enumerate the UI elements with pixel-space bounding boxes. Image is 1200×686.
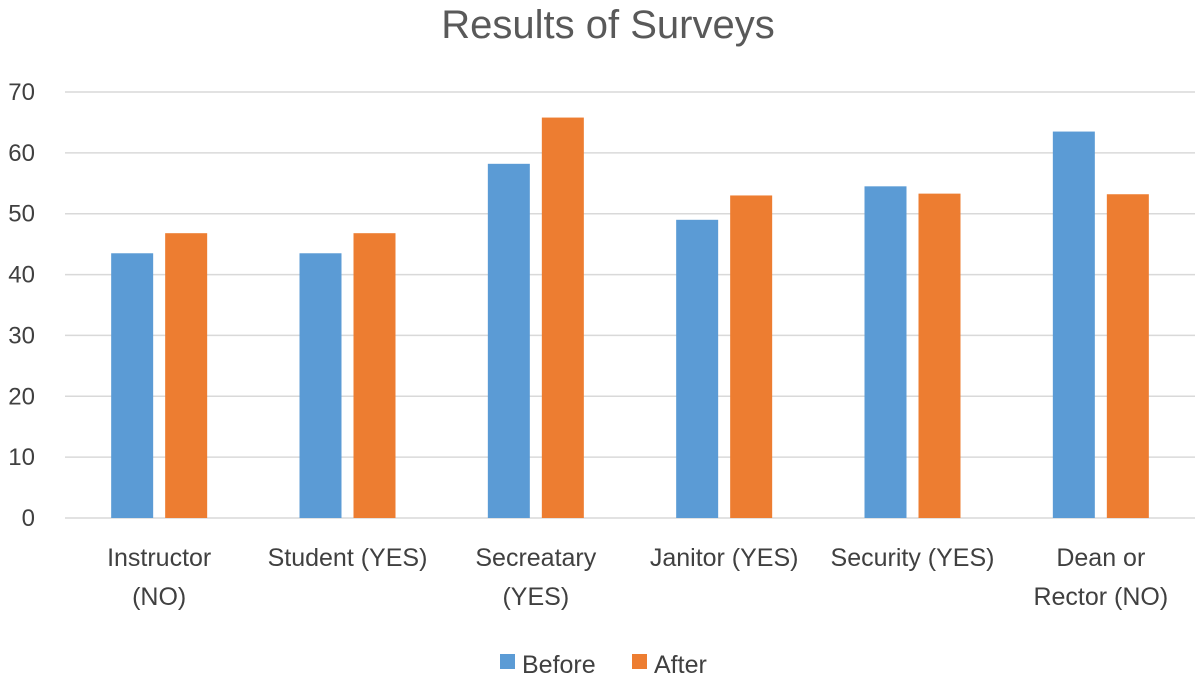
x-category-label: Dean or xyxy=(1056,544,1145,572)
y-tick-label: 0 xyxy=(22,505,35,532)
x-axis-categories: Instructor (NO) Student (YES) Secreatary (YE… xyxy=(107,544,1168,611)
bar-before-1 xyxy=(299,253,342,518)
y-axis-ticks: 0 10 20 30 40 50 60 70 xyxy=(8,79,35,532)
x-category-label: Student (YES) xyxy=(268,544,428,572)
y-tick-label: 10 xyxy=(8,444,35,471)
bar-after-3 xyxy=(730,195,773,518)
x-category-label: (NO) xyxy=(132,583,186,611)
x-category-label: Security (YES) xyxy=(831,544,995,572)
x-category-label: (YES) xyxy=(502,583,569,611)
y-tick-label: 40 xyxy=(8,262,35,289)
y-tick-label: 20 xyxy=(8,383,35,410)
y-tick-label: 30 xyxy=(8,322,35,349)
bar-after-5 xyxy=(1106,194,1149,519)
y-tick-label: 70 xyxy=(8,79,35,106)
bar-after-4 xyxy=(918,193,961,519)
bar-before-3 xyxy=(676,219,719,519)
legend-label-before: Before xyxy=(522,651,596,679)
legend-label-after: After xyxy=(654,651,707,679)
legend-swatch-before xyxy=(500,654,515,669)
bar-before-2 xyxy=(487,163,530,518)
y-tick-label: 60 xyxy=(8,140,35,167)
bar-before-4 xyxy=(864,186,907,519)
x-category-label: Rector (NO) xyxy=(1033,583,1168,611)
y-tick-label: 50 xyxy=(8,201,35,228)
bars xyxy=(111,117,1149,519)
chart-title: Results of Surveys xyxy=(441,3,774,47)
bar-before-0 xyxy=(111,253,154,518)
legend: Before After xyxy=(500,651,707,679)
x-category-label: Instructor xyxy=(107,544,211,572)
legend-swatch-after xyxy=(632,654,647,669)
bar-after-0 xyxy=(165,233,208,518)
x-category-label: Janitor (YES) xyxy=(650,544,799,572)
bar-after-1 xyxy=(353,233,396,518)
bar-before-5 xyxy=(1052,131,1095,519)
x-category-label: Secreatary xyxy=(475,544,596,572)
gridlines xyxy=(65,91,1195,519)
bar-after-2 xyxy=(541,117,584,518)
